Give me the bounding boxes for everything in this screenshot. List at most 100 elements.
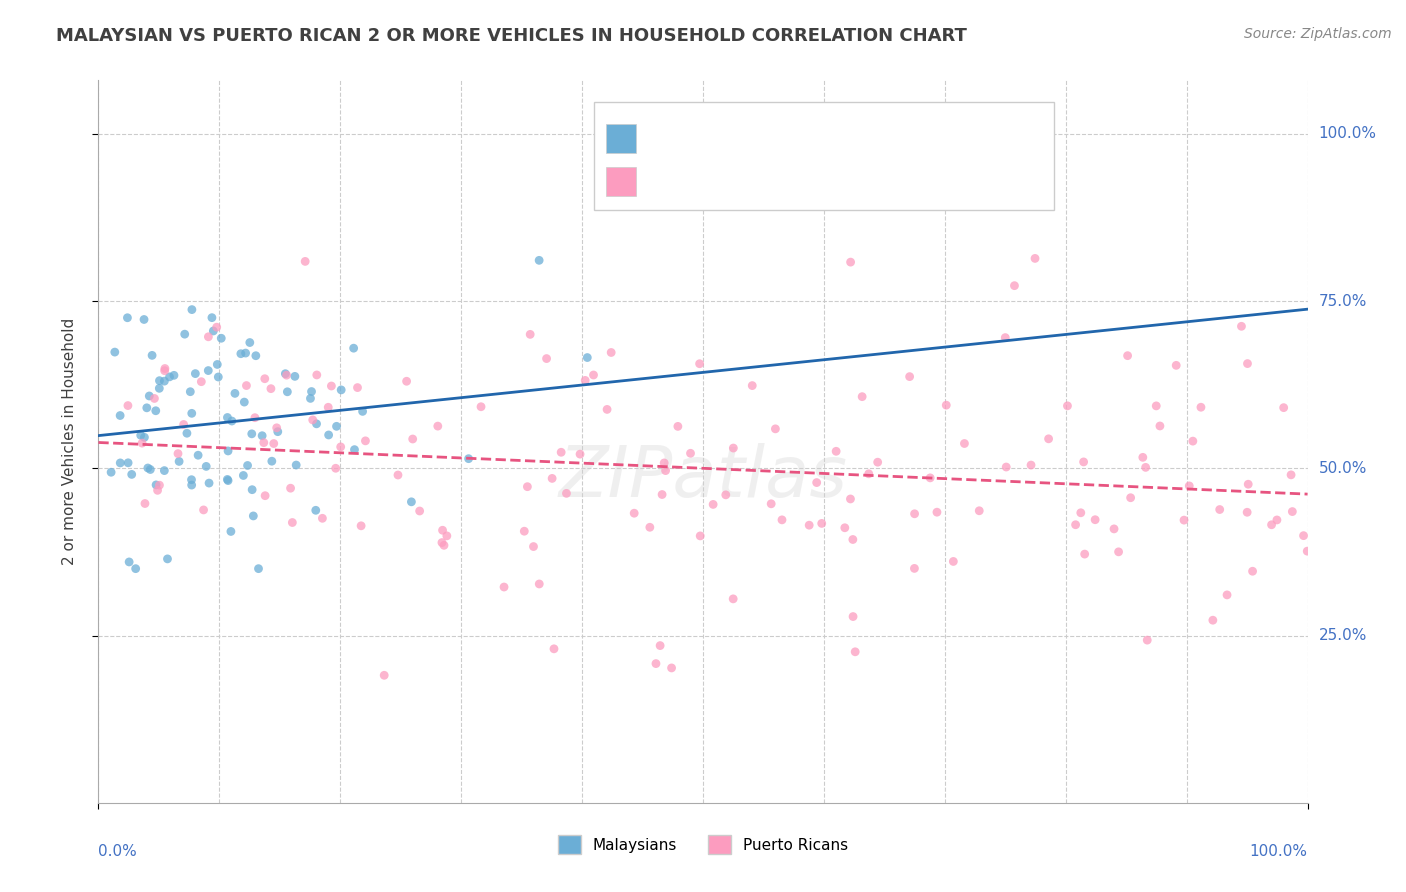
Point — [1237, 477, 1260, 491]
Point — [217, 410, 239, 425]
Point — [352, 404, 374, 418]
Point — [250, 428, 273, 442]
Point — [148, 374, 170, 388]
Point — [1132, 450, 1154, 465]
Point — [217, 474, 239, 488]
Point — [343, 341, 366, 355]
Point — [253, 435, 276, 450]
Point — [1149, 419, 1171, 434]
Point — [235, 346, 257, 360]
Point — [197, 363, 219, 377]
Point — [1216, 588, 1239, 602]
Point — [576, 351, 599, 365]
Point — [834, 521, 856, 535]
Point — [1292, 528, 1315, 542]
Point — [402, 432, 425, 446]
Point — [1178, 479, 1201, 493]
Point — [235, 378, 257, 392]
Point — [190, 375, 212, 389]
Point — [240, 426, 263, 441]
Text: ZIPatlas: ZIPatlas — [558, 443, 848, 512]
Point — [167, 447, 190, 461]
Point — [1208, 502, 1230, 516]
Point — [224, 386, 246, 401]
Point — [550, 445, 572, 459]
Point — [148, 478, 170, 492]
Point — [1056, 399, 1078, 413]
Point — [148, 381, 170, 395]
Point — [311, 511, 333, 525]
Point — [516, 480, 538, 494]
Point — [1241, 564, 1264, 578]
Point — [1119, 491, 1142, 505]
Point — [925, 505, 948, 519]
Point — [942, 554, 965, 568]
Point — [600, 345, 623, 359]
Point — [513, 524, 536, 539]
Point — [1272, 401, 1295, 415]
Point — [187, 448, 209, 462]
Point — [202, 324, 225, 338]
Point — [426, 419, 449, 434]
Point — [492, 580, 515, 594]
Point — [623, 506, 645, 520]
Point — [967, 504, 990, 518]
Point — [193, 503, 215, 517]
Point — [163, 368, 186, 383]
Point — [569, 447, 592, 461]
Point — [1296, 544, 1319, 558]
Text: 50.0%: 50.0% — [1319, 461, 1367, 475]
Text: 75.0%: 75.0% — [1319, 293, 1367, 309]
Text: Source: ZipAtlas.com: Source: ZipAtlas.com — [1244, 27, 1392, 41]
Point — [1166, 359, 1188, 373]
Text: 0.0%: 0.0% — [98, 845, 138, 860]
Point — [229, 347, 252, 361]
Point — [373, 668, 395, 682]
Point — [470, 400, 492, 414]
Point — [935, 398, 957, 412]
Point — [1102, 522, 1125, 536]
Point — [903, 507, 925, 521]
Point — [253, 372, 276, 386]
Point — [180, 473, 202, 487]
Text: 25.0%: 25.0% — [1319, 628, 1367, 643]
Point — [1202, 613, 1225, 627]
Point — [219, 524, 242, 539]
Text: 100.0%: 100.0% — [1250, 845, 1308, 860]
Point — [866, 455, 889, 469]
Point — [233, 395, 256, 409]
Point — [201, 310, 224, 325]
Y-axis label: 2 or more Vehicles in Household: 2 or more Vehicles in Household — [62, 318, 77, 566]
Point — [555, 486, 578, 500]
Point — [1004, 278, 1026, 293]
Point — [305, 368, 328, 382]
Point — [240, 483, 263, 497]
Point — [245, 349, 267, 363]
Point — [689, 529, 711, 543]
Point — [242, 508, 264, 523]
FancyBboxPatch shape — [606, 167, 637, 196]
Point — [650, 639, 672, 653]
Point — [522, 540, 544, 554]
Point — [176, 426, 198, 441]
Point — [1230, 319, 1253, 334]
Point — [260, 454, 283, 468]
Point — [661, 661, 683, 675]
Point — [714, 488, 737, 502]
Point — [806, 475, 828, 490]
Point — [1181, 434, 1204, 449]
Point — [898, 369, 921, 384]
Point — [281, 516, 304, 530]
Point — [1281, 505, 1303, 519]
Point — [574, 373, 596, 387]
Point — [263, 436, 285, 450]
Point — [1024, 252, 1046, 266]
Point — [221, 414, 243, 428]
Point — [143, 392, 166, 406]
Point — [121, 467, 143, 482]
Point — [529, 577, 551, 591]
Point — [139, 462, 162, 476]
Point — [316, 401, 339, 415]
Point — [173, 417, 195, 432]
Point — [1236, 357, 1258, 371]
